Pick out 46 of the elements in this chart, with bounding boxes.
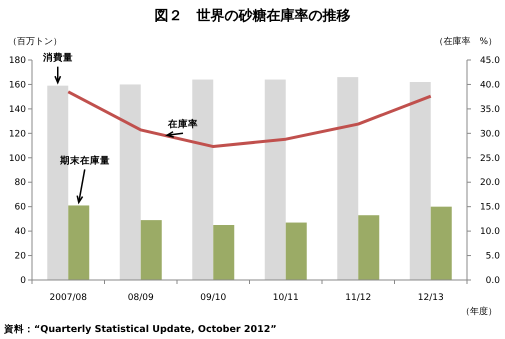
y2-tick-label: 5.0 (486, 252, 500, 262)
x-tick-label: 2007/08 (50, 293, 88, 303)
bar (337, 77, 358, 280)
y2-axis-title: （在庫率 %） (434, 36, 497, 47)
bar (358, 215, 380, 280)
bar (286, 222, 307, 280)
y-axis-title: （百万トン） (8, 37, 62, 47)
bar (410, 82, 431, 280)
text: 期末在庫量 (58, 154, 110, 166)
y-tick-label: 20 (14, 252, 26, 262)
y-tick-label: 100 (8, 154, 26, 164)
bar (430, 206, 452, 280)
y-tick-label: 0 (20, 276, 26, 286)
y2-tick-label: 40.0 (480, 80, 500, 90)
x-tick-label: 08/09 (128, 293, 154, 303)
y2-tick-label: 15.0 (480, 202, 500, 213)
series-label: 在庫率 (167, 118, 198, 130)
y2-tick-label: 25.0 (480, 154, 500, 164)
y-tick-label: 160 (8, 80, 26, 90)
y-tick-label: 120 (8, 129, 26, 140)
x-tick-label: 10/11 (272, 293, 299, 303)
line-series (66, 90, 432, 148)
x-axis-title: （年度） (461, 306, 497, 317)
y-tick-label: 60 (14, 202, 26, 213)
y2-tick-label: 20.0 (480, 178, 500, 188)
bar (213, 225, 234, 280)
x-tick-label: 11/12 (345, 293, 372, 303)
x-tick-label: 12/13 (418, 293, 444, 303)
y2-tick-label: 35.0 (480, 104, 500, 115)
y2-tick-label: 45.0 (480, 56, 500, 66)
y-tick-label: 80 (14, 178, 26, 188)
text: 消費量 (42, 52, 73, 64)
bar (68, 205, 90, 280)
y2-tick-label: 30.0 (480, 129, 500, 140)
text: 資料：“Quarterly Statistical Update, October 2012” (3, 323, 277, 335)
chart-title: 図２ 世界の砂糖在庫率の推移 (154, 7, 350, 24)
bar (264, 80, 286, 280)
bar (47, 86, 68, 280)
x-tick-label: 09/10 (200, 293, 226, 303)
y-tick-label: 40 (14, 227, 26, 238)
bar (140, 220, 162, 280)
y2-tick-label: 10.0 (480, 227, 500, 238)
y-tick-label: 140 (8, 104, 26, 115)
y2-tick-label: 0.0 (486, 276, 500, 286)
y-tick-label: 180 (8, 56, 26, 66)
bar (120, 84, 141, 280)
